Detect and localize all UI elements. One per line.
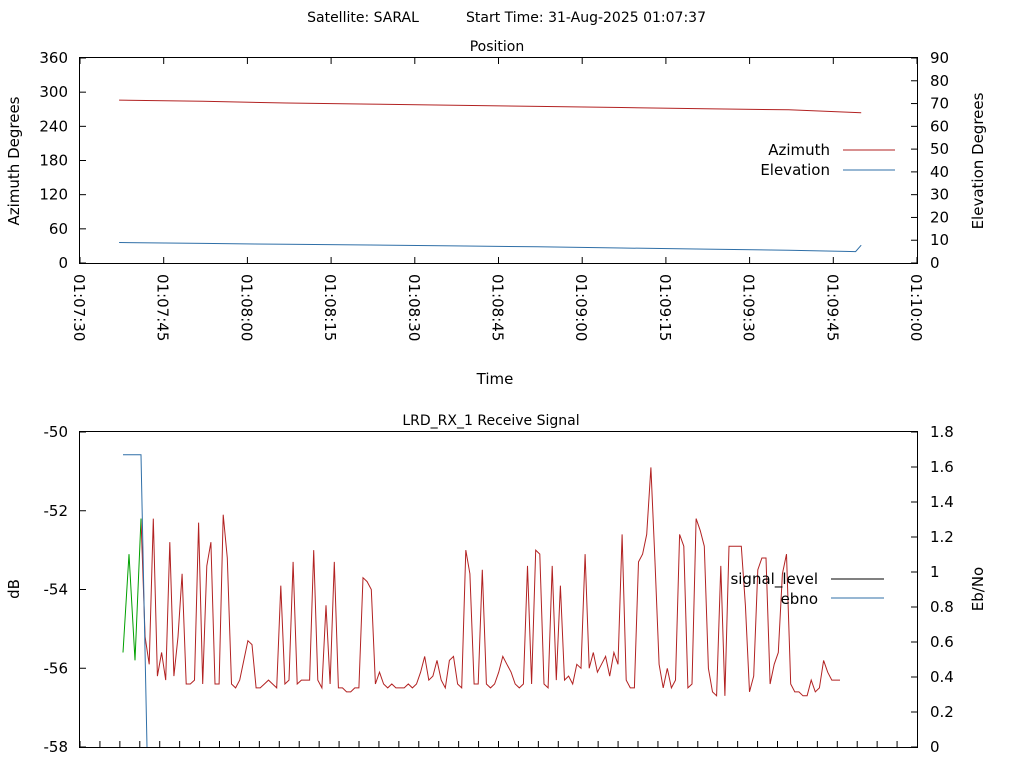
ebno-line — [123, 454, 148, 748]
azimuth-tick-label: 360 — [39, 49, 68, 67]
satellite-label: Satellite: SARAL — [307, 10, 419, 26]
elevation-tick-label: 0 — [930, 254, 940, 272]
ebno-tick-label: 1 — [930, 563, 940, 581]
azimuth-tick-label: 300 — [39, 83, 68, 101]
time-tick-label: 01:08:00 — [237, 274, 255, 341]
azimuth-tick-label: 240 — [39, 117, 68, 135]
time-tick-label: 01:09:45 — [823, 274, 841, 341]
ebno-tick-label: 1.4 — [930, 493, 954, 511]
signal-legend: signal_level ebno — [730, 570, 884, 608]
time-axis-label: Time — [476, 370, 514, 388]
legend-signal-level-label: signal_level — [730, 570, 818, 589]
elevation-tick-label: 80 — [930, 72, 949, 90]
time-tick-label: 01:07:45 — [154, 274, 172, 341]
signal-plot-frame — [79, 431, 918, 748]
azimuth-tick-label: 180 — [39, 152, 68, 170]
ebno-tick-label: 1.8 — [930, 423, 954, 441]
db-tick-label: -54 — [44, 581, 69, 599]
time-tick-label: 01:07:30 — [70, 274, 88, 341]
receive-signal-chart: LRD_RX_1 Receive Signal -58 -56 -54 -52 -50 0… — [5, 413, 987, 756]
db-tick-label: -58 — [44, 738, 69, 756]
legend-elevation-label: Elevation — [760, 161, 830, 179]
elevation-tick-label: 60 — [930, 117, 949, 135]
position-chart: Position 0 60 120 180 240 300 360 0 10 20 30 40 50 60… — [5, 39, 987, 388]
elevation-line — [119, 242, 862, 253]
signal-level-line — [140, 467, 840, 697]
start-time-label: Start Time: 31-Aug-2025 01:07:37 — [466, 10, 706, 26]
position-legend: Azimuth Elevation — [760, 141, 895, 179]
ebno-tick-label: 0.6 — [930, 633, 954, 651]
elevation-tick-label: 40 — [930, 163, 949, 181]
time-tick-label: 01:08:30 — [405, 274, 423, 341]
ebno-axis-label: Eb/No — [969, 567, 987, 611]
azimuth-axis-label: Azimuth Degrees — [5, 96, 23, 225]
elevation-axis-label: Elevation Degrees — [969, 92, 987, 229]
elevation-tick-label: 50 — [930, 140, 949, 158]
position-ticks: 0 60 120 180 240 300 360 0 10 20 30 40 50 60 70 80 90 01:… — [39, 49, 949, 341]
ebno-tick-label: 1.2 — [930, 528, 954, 546]
ebno-tick-label: 0.4 — [930, 668, 954, 686]
ebno-tick-label: 0 — [930, 738, 940, 756]
signal-chart-title: LRD_RX_1 Receive Signal — [402, 413, 579, 429]
start-trace-line — [122, 518, 142, 661]
db-tick-label: -50 — [44, 423, 69, 441]
db-tick-label: -56 — [44, 659, 69, 677]
signal-ticks: -58 -56 -54 -52 -50 0 0.2 0.4 0.6 0.8 1 1.2 1.4 1.6 1.… — [44, 423, 954, 756]
azimuth-tick-label: 60 — [49, 220, 68, 238]
elevation-tick-label: 70 — [930, 95, 949, 113]
ebno-tick-label: 0.8 — [930, 598, 954, 616]
time-tick-label: 01:08:15 — [321, 274, 339, 341]
azimuth-tick-label: 120 — [39, 186, 68, 204]
elevation-tick-label: 20 — [930, 208, 949, 226]
azimuth-tick-label: 0 — [58, 254, 68, 272]
position-plot-frame — [79, 57, 918, 264]
azimuth-line — [119, 99, 862, 114]
position-chart-title: Position — [470, 39, 525, 55]
time-tick-label: 01:08:45 — [489, 274, 507, 341]
signal-series — [122, 454, 840, 748]
legend-ebno-label: ebno — [781, 590, 818, 608]
db-axis-label: dB — [5, 579, 23, 599]
legend-azimuth-label: Azimuth — [768, 141, 830, 159]
time-tick-label: 01:09:30 — [740, 274, 758, 341]
position-series — [119, 99, 862, 253]
ebno-tick-label: 1.6 — [930, 458, 954, 476]
time-tick-label: 01:09:00 — [572, 274, 590, 341]
elevation-tick-label: 10 — [930, 231, 949, 249]
time-tick-label: 01:10:00 — [907, 274, 925, 341]
ebno-tick-label: 0.2 — [930, 703, 954, 721]
time-tick-label: 01:09:15 — [656, 274, 674, 341]
db-tick-label: -52 — [44, 502, 69, 520]
elevation-tick-label: 30 — [930, 186, 949, 204]
elevation-tick-label: 90 — [930, 49, 949, 67]
